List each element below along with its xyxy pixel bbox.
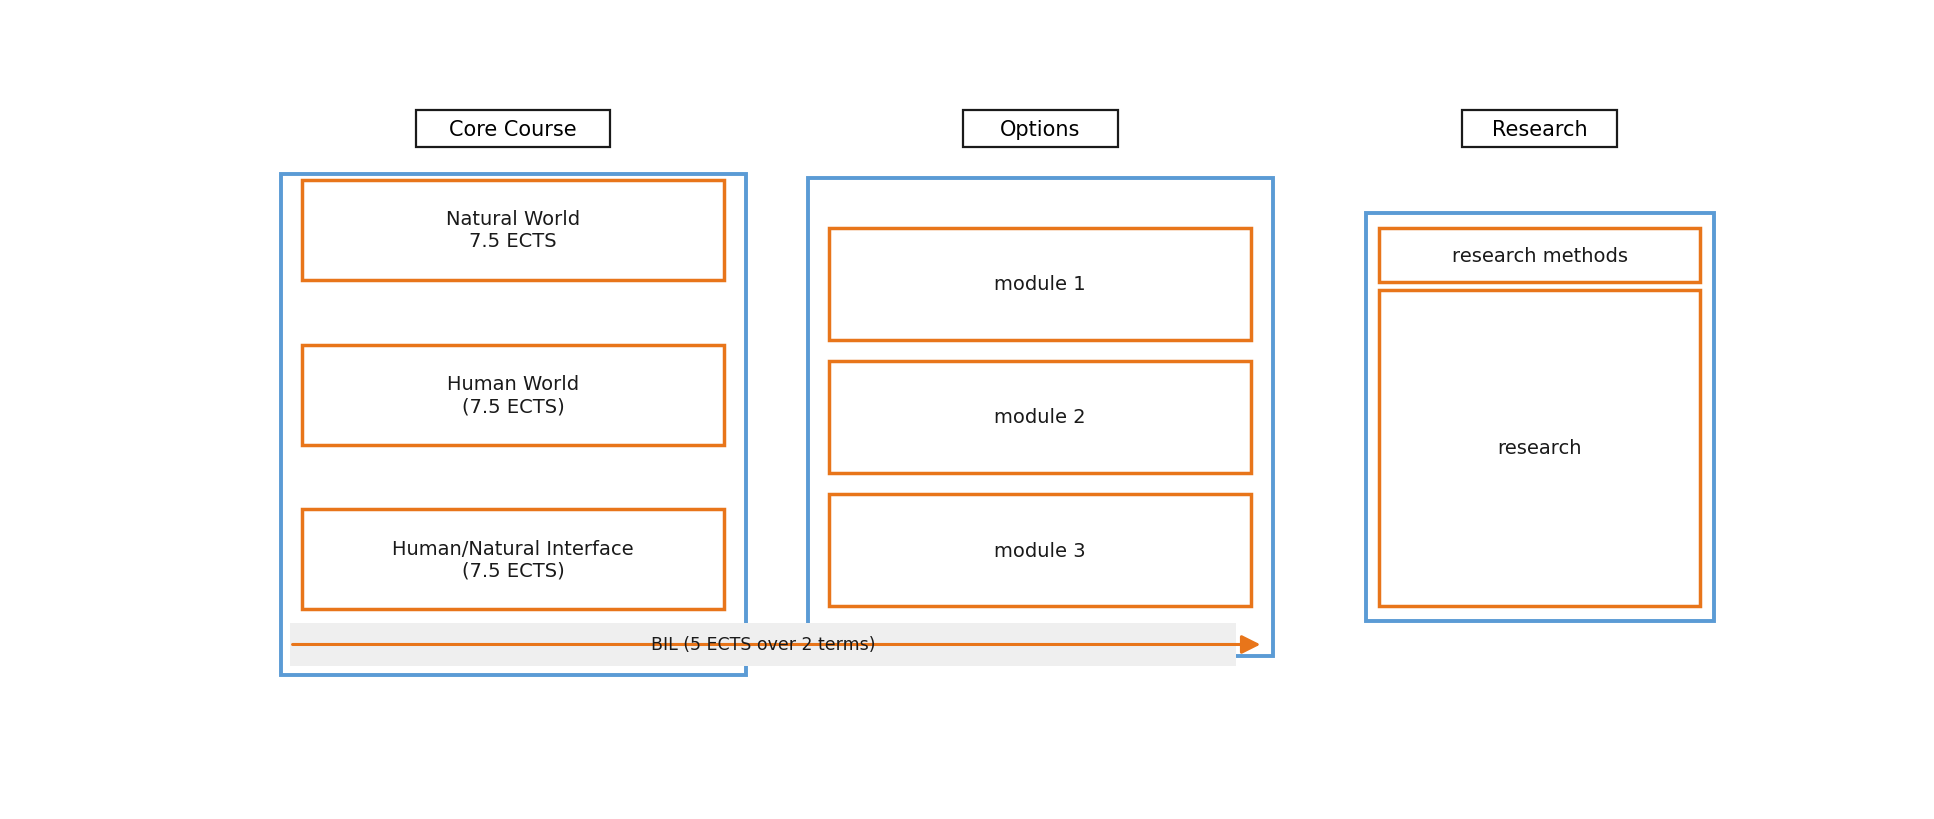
- Text: Human/Natural Interface
(7.5 ECTS): Human/Natural Interface (7.5 ECTS): [393, 539, 634, 580]
- Text: Research: Research: [1491, 120, 1588, 140]
- Bar: [830, 362, 1251, 473]
- Bar: [280, 175, 745, 675]
- Bar: [302, 180, 723, 281]
- Bar: [1462, 111, 1617, 148]
- Bar: [416, 111, 609, 148]
- Bar: [302, 509, 723, 609]
- Bar: [808, 179, 1273, 656]
- Text: research: research: [1497, 439, 1582, 458]
- Bar: [830, 495, 1251, 606]
- Bar: [963, 111, 1118, 148]
- Bar: [302, 345, 723, 446]
- Text: Options: Options: [1000, 120, 1081, 140]
- Bar: [1379, 229, 1700, 283]
- Bar: [830, 229, 1251, 340]
- Text: module 1: module 1: [994, 275, 1085, 294]
- Text: module 3: module 3: [994, 541, 1085, 560]
- Text: BIL (5 ECTS over 2 terms): BIL (5 ECTS over 2 terms): [650, 636, 876, 654]
- Text: Core Course: Core Course: [449, 120, 576, 140]
- Text: module 2: module 2: [994, 408, 1085, 427]
- Bar: [290, 623, 1236, 666]
- Text: Human World
(7.5 ECTS): Human World (7.5 ECTS): [447, 374, 578, 415]
- Bar: [1379, 291, 1700, 606]
- Text: research methods: research methods: [1452, 247, 1628, 265]
- Text: Natural World
7.5 ECTS: Natural World 7.5 ECTS: [447, 210, 580, 251]
- Bar: [1365, 214, 1714, 622]
